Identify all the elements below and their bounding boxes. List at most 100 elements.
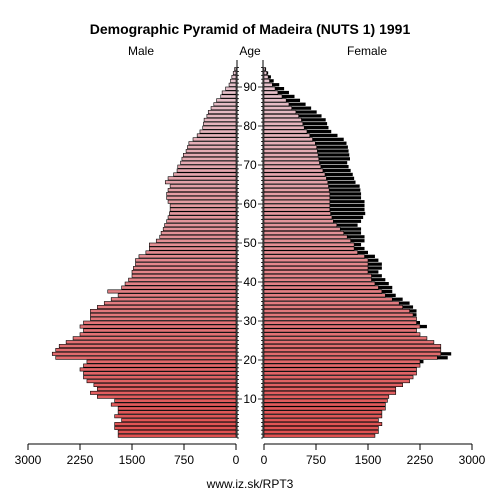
female-bar-age-82	[263, 114, 299, 118]
male-bar-age-4	[121, 418, 237, 423]
male-bar-age-64	[169, 184, 237, 189]
footer-source: www.iz.sk/RPT3	[206, 477, 294, 491]
female-excess-age-74	[316, 145, 348, 149]
age-label: Age	[239, 44, 261, 58]
female-bar-age-58	[263, 207, 331, 212]
female-excess-age-69	[320, 165, 349, 169]
female-bar-age-24	[263, 340, 435, 345]
female-bar-age-8	[263, 402, 386, 407]
male-bar-age-11	[90, 390, 237, 395]
male-bar-age-76	[192, 137, 237, 142]
female-bar-age-28	[263, 324, 421, 329]
male-bar-age-9	[114, 398, 237, 403]
male-bar-age-46	[138, 254, 237, 259]
male-bar-age-92	[231, 75, 237, 79]
male-bar-age-40	[128, 277, 237, 282]
female-excess-age-66	[326, 176, 355, 180]
male-bar-age-94	[234, 67, 237, 72]
female-excess-age-65	[327, 180, 356, 184]
female-bar-age-71	[263, 156, 320, 161]
age-axis: 10 20 30 40 50 60 70 80 90	[236, 60, 264, 439]
female-excess-age-33	[402, 305, 414, 309]
age-tick-label-20: 20	[243, 353, 257, 367]
female-bar-age-47	[263, 250, 358, 255]
female-bar-age-35	[263, 297, 393, 302]
male-bar-age-88	[221, 90, 237, 95]
female-bar-age-94	[263, 67, 266, 72]
female-excess-age-79	[304, 126, 329, 130]
male-bar-age-37	[107, 289, 237, 294]
female-bar-age-18	[263, 363, 421, 368]
female-bar-age-73	[263, 149, 318, 153]
female-bar-age-84	[263, 106, 293, 111]
female-bar-age-68	[263, 168, 324, 173]
female-bar-age-44	[263, 262, 369, 267]
female-excess-age-81	[301, 118, 326, 122]
male-bar-age-62	[166, 192, 237, 196]
male-bar-age-33	[97, 305, 237, 309]
female-excess-age-88	[277, 90, 289, 95]
male-bar-age-49	[149, 242, 237, 247]
age-tick-label-80: 80	[243, 119, 257, 133]
male-bar-age-90	[228, 82, 237, 87]
female-bar-age-62	[263, 192, 331, 196]
x-axis-male: 0 750 1500 2250 3000	[15, 443, 240, 467]
female-bar-age-83	[263, 110, 297, 115]
female-bar-age-40	[263, 277, 372, 282]
male-bar-age-3	[114, 422, 237, 426]
female-bar-age-19	[263, 359, 421, 364]
female-bar-age-57	[263, 211, 331, 216]
male-bar-age-16	[83, 371, 237, 376]
age-tick-label-70: 70	[243, 158, 257, 172]
female-excess-age-56	[331, 215, 364, 219]
female-excess-age-37	[381, 289, 393, 294]
female-bar-age-38	[263, 285, 379, 290]
age-tick-label-10: 10	[243, 392, 257, 406]
female-bar-age-79	[263, 125, 305, 130]
female-excess-age-52	[343, 231, 362, 235]
male-bar-age-20	[55, 355, 237, 360]
female-bar-age-76	[263, 137, 313, 142]
female-bar-age-53	[263, 227, 341, 231]
male-bar-age-0	[117, 433, 237, 438]
female-bar-age-42	[263, 269, 369, 274]
male-bar-age-58	[169, 207, 237, 212]
female-excess-age-91	[269, 79, 274, 83]
female-excess-age-31	[413, 313, 417, 317]
female-bar-age-27	[263, 328, 417, 333]
male-bar-age-74	[187, 145, 237, 150]
x-tick-label-female-750: 750	[306, 453, 326, 467]
male-bar-age-7	[117, 406, 237, 411]
female-bar-age-77	[263, 133, 311, 138]
female-bar-age-91	[263, 78, 270, 83]
female-bar-age-14	[263, 379, 410, 384]
male-bar-age-19	[86, 359, 237, 364]
male-bar-age-73	[185, 149, 237, 153]
female-bar-age-21	[263, 351, 442, 356]
female-bar-age-33	[263, 305, 403, 309]
male-bar-age-6	[117, 410, 237, 415]
female-bar-age-0	[263, 433, 376, 438]
female-excess-age-39	[374, 282, 389, 286]
age-tick-label-90: 90	[243, 80, 257, 94]
male-bar-age-66	[167, 176, 237, 181]
female-excess-age-94	[265, 67, 267, 71]
female-excess-age-72	[318, 153, 350, 157]
male-bar-age-80	[203, 121, 237, 126]
x-tick-label-male-3000: 3000	[15, 453, 42, 467]
female-bar-age-75	[263, 141, 316, 146]
female-excess-age-48	[354, 246, 365, 251]
male-bar-age-51	[159, 234, 237, 239]
female-bar-age-80	[263, 121, 304, 126]
female-excess-age-40	[371, 278, 386, 282]
female-bar-age-67	[263, 172, 326, 177]
male-bar-age-35	[110, 297, 237, 302]
male-bar-age-67	[173, 172, 237, 177]
x-tick-label-male-750: 750	[174, 453, 194, 467]
female-bar-age-6	[263, 410, 383, 415]
female-bar-age-87	[263, 94, 283, 99]
female-excess-age-59	[329, 204, 365, 208]
female-excess-age-89	[275, 87, 285, 91]
x-axis-female: 0 750 1500 2250 3000	[261, 443, 486, 467]
